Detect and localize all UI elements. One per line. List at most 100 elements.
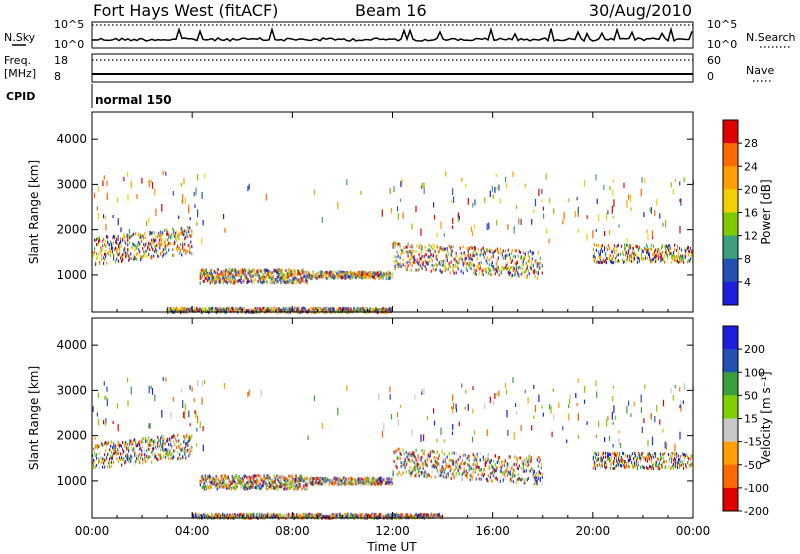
power-cell: [279, 272, 281, 276]
velocity-cell: [452, 472, 454, 476]
velocity-cell: [307, 477, 309, 481]
velocity-cell: [255, 515, 257, 519]
velocity-cell: [236, 513, 238, 517]
power-cell: [128, 228, 130, 235]
velocity-cell: [450, 467, 452, 471]
power-cell: [374, 306, 376, 310]
power-cell: [148, 242, 150, 245]
power-cell: [409, 258, 411, 262]
velocity-cell: [477, 466, 479, 469]
velocity-cell: [138, 454, 140, 458]
power-cell: [189, 217, 191, 221]
power-cell: [311, 276, 313, 280]
site-title: Fort Hays West (fitACF): [93, 1, 278, 20]
velocity-cell: [603, 460, 606, 464]
velocity-cell: [184, 435, 186, 439]
power-cell: [296, 306, 298, 310]
velocity-cell: [248, 512, 250, 516]
power-cell: [623, 182, 625, 188]
power-cell: [272, 275, 274, 279]
power-cell: [667, 256, 669, 259]
velocity-cell: [230, 487, 232, 491]
velocity-cell: [267, 512, 269, 516]
power-cell: [221, 307, 223, 311]
power-cell: [179, 246, 181, 250]
power-cell: [217, 268, 219, 272]
velocity-cell: [414, 463, 416, 466]
power-cell: [214, 308, 216, 312]
power-cell: [548, 238, 550, 244]
power-cell: [173, 228, 175, 232]
power-cell: [577, 229, 579, 233]
power-cell: [240, 309, 242, 313]
velocity-cell: [163, 437, 165, 441]
power-cell: [96, 257, 98, 261]
power-cell: [297, 280, 299, 284]
velocity-cell: [467, 454, 469, 458]
velocity-cell: [283, 478, 285, 482]
velocity-cell: [489, 472, 491, 475]
power-cell: [207, 277, 209, 281]
velocity-cell: [188, 439, 190, 443]
power-cell: [416, 260, 418, 264]
velocity-cell: [507, 470, 509, 474]
power-cell: [148, 252, 150, 256]
velocity-cell: [482, 474, 484, 478]
power-cell: [252, 278, 254, 282]
power-cell: [485, 248, 487, 251]
velocity-cell: [247, 485, 249, 489]
power-cell: [183, 177, 185, 185]
velocity-cell: [494, 463, 496, 466]
velocity-cell: [417, 471, 419, 474]
velocity-cell: [466, 471, 468, 475]
power-cell: [292, 281, 294, 285]
power-cell: [667, 253, 669, 257]
power-cell: [421, 247, 423, 251]
velocity-cell: [415, 458, 417, 462]
power-cell: [205, 274, 207, 278]
velocity-cell: [476, 452, 478, 456]
velocity-cell: [425, 471, 427, 475]
velocity-cell: [252, 475, 254, 479]
power-cell: [683, 257, 685, 261]
velocity-cell: [193, 513, 195, 517]
velocity-cell: [387, 481, 389, 485]
velocity-cell: [123, 457, 125, 461]
power-cell: [109, 249, 111, 253]
velocity-cell: [447, 463, 449, 466]
velocity-cell: [687, 455, 689, 459]
velocity-cell: [105, 458, 107, 462]
power-cell: [689, 250, 691, 254]
power-cell: [597, 260, 599, 264]
power-cell: [415, 205, 417, 213]
power-cell: [107, 252, 109, 256]
power-cell: [458, 257, 460, 261]
velocity-cell: [259, 487, 261, 491]
power-cell: [527, 251, 529, 255]
velocity-cell: [219, 513, 221, 517]
power-cell: [263, 268, 265, 272]
power-cell: [337, 276, 339, 280]
power-cell: [202, 307, 204, 311]
velocity-cell: [278, 480, 280, 484]
velocity-cell: [201, 486, 203, 490]
velocity-cell: [415, 474, 417, 478]
velocity-cell: [119, 456, 121, 460]
power-cell: [436, 232, 438, 237]
velocity-cell: [615, 457, 618, 461]
power-cell: [250, 276, 252, 280]
power-cell: [539, 256, 541, 260]
power-cell: [282, 307, 284, 310]
power-cell: [657, 255, 660, 259]
power-cell: [374, 277, 376, 281]
velocity-cell: [289, 482, 291, 486]
velocity-cell: [404, 465, 406, 469]
velocity-cell: [367, 478, 369, 482]
velocity-cell: [524, 462, 526, 466]
power-cell: [568, 198, 570, 203]
power-cell: [523, 270, 525, 274]
power-cell: [641, 177, 643, 183]
power-cell: [381, 209, 383, 217]
power-cell: [584, 180, 586, 187]
power-cell: [350, 270, 352, 274]
